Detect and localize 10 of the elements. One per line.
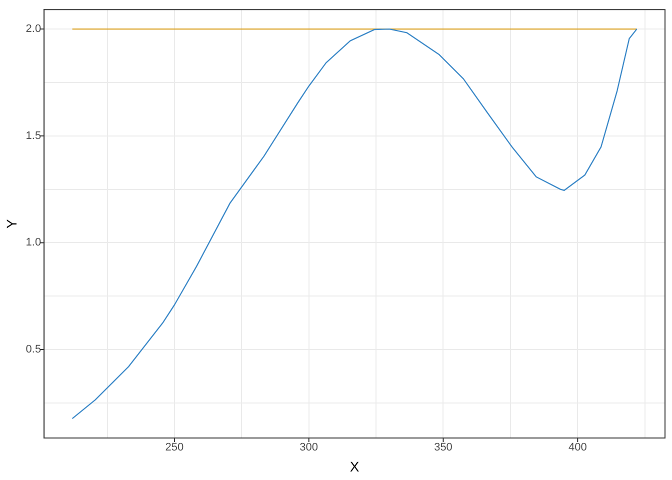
x-tick-label: 350 [434,442,452,454]
y-tick-label: 1.0 [26,236,42,249]
x-tick-label: 300 [300,442,318,454]
y-tick-label: 1.5 [26,130,42,142]
x-tick-label: 250 [165,442,184,454]
y-tick-label: 0.5 [26,344,42,356]
y-tick-label: 2.0 [26,23,42,36]
y-axis-title: Y [3,218,20,228]
x-tick-label: 400 [568,442,587,454]
x-axis-title: X [350,458,360,474]
